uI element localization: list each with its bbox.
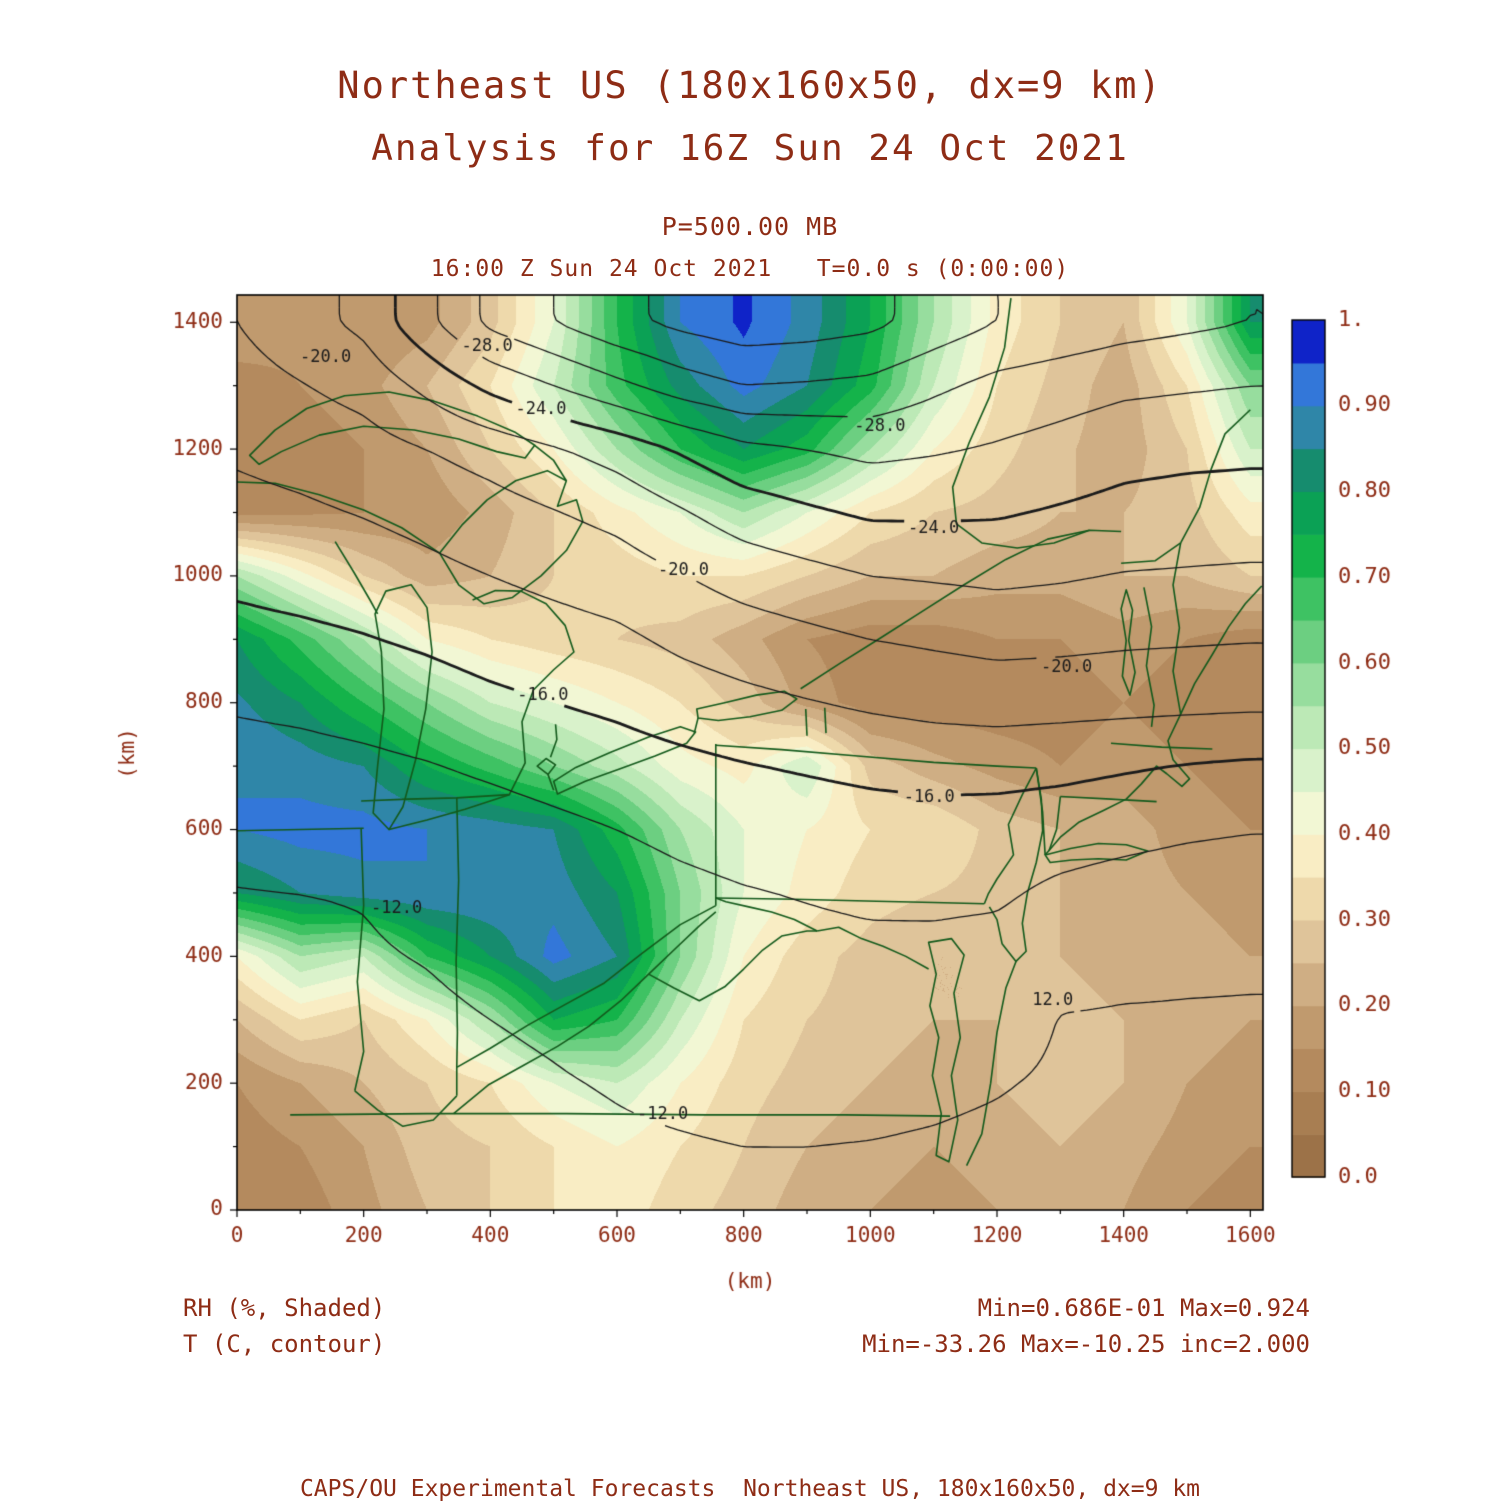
title-line-1: Northeast US (180x160x50, dx=9 km) [337,64,1163,107]
credit-line: CAPS/OU Experimental Forecasts Northeast… [299,1476,1201,1502]
shaded-minmax-label: Min=0.686E-01 Max=0.924 [977,1294,1310,1322]
contour-field-label: T (C, contour) [183,1330,386,1358]
map-plot-canvas [0,280,1500,1300]
contour-minmax-label: Min=-33.26 Max=-10.25 inc=2.000 [862,1330,1310,1358]
pressure-level-label: P=500.00 MB [661,212,839,241]
shaded-field-label: RH (%, Shaded) [183,1294,386,1322]
title-line-2: Analysis for 16Z Sun 24 Oct 2021 [371,128,1129,169]
valid-time-label: 16:00 Z Sun 24 Oct 2021 T=0.0 s (0:00:00… [430,256,1070,282]
